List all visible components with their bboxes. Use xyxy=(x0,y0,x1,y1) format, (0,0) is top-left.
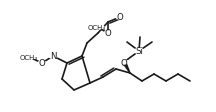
Text: N: N xyxy=(50,52,56,61)
Ellipse shape xyxy=(104,32,112,36)
Ellipse shape xyxy=(116,16,124,20)
Text: O: O xyxy=(39,59,45,68)
Polygon shape xyxy=(122,62,130,73)
Text: OCH₃: OCH₃ xyxy=(20,55,38,60)
Ellipse shape xyxy=(134,49,145,54)
Ellipse shape xyxy=(38,61,46,65)
Text: O: O xyxy=(117,13,123,22)
Text: O: O xyxy=(105,29,111,38)
Ellipse shape xyxy=(120,60,128,65)
Ellipse shape xyxy=(90,26,104,30)
Text: OCH₃: OCH₃ xyxy=(88,25,106,31)
Ellipse shape xyxy=(22,55,35,59)
Ellipse shape xyxy=(49,54,57,58)
Text: Si: Si xyxy=(135,47,143,56)
Text: O: O xyxy=(121,58,127,67)
